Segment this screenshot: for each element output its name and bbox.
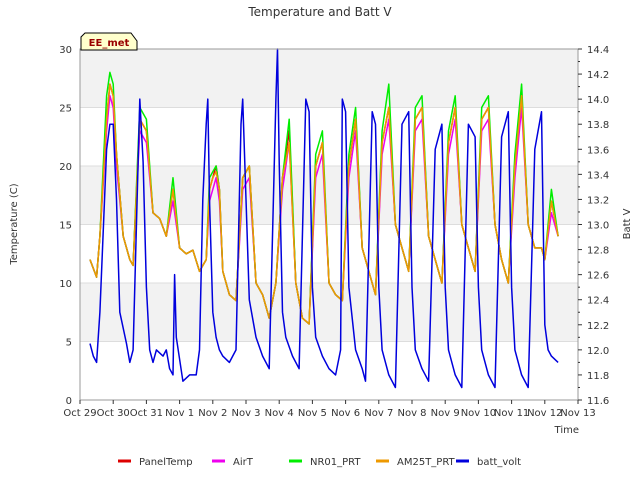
y2-tick-label: 13.0 [587, 221, 609, 232]
x-tick-label: Nov 6 [331, 408, 360, 419]
legend: PanelTemp AirT NR01_PRT AM25T_PRT batt_volt [118, 457, 521, 468]
y2-tick-label: 12.4 [587, 296, 609, 307]
x-tick-label: Nov 1 [165, 408, 194, 419]
x-tick-label: Nov 4 [265, 408, 294, 419]
y-tick-label: 10 [59, 279, 72, 290]
x-axis-label: Time [554, 425, 579, 436]
y2-tick-label: 12.8 [587, 246, 609, 257]
y-tick-label: 20 [59, 162, 72, 173]
legend-label: PanelTemp [139, 457, 193, 468]
x-tick-label: Oct 30 [97, 408, 130, 419]
y2-tick-label: 12.0 [587, 346, 609, 357]
y-tick-label: 0 [66, 396, 72, 407]
station-badge: EE_met [80, 32, 138, 51]
x-tick-label: Nov 3 [231, 408, 260, 419]
grid-band [80, 49, 578, 108]
badge-box [80, 32, 138, 51]
background-bands [80, 49, 578, 342]
x-tick-label: Nov 7 [364, 408, 393, 419]
y-axis-label: Temperature (C) [9, 183, 20, 265]
y2-tick-label: 12.2 [587, 321, 609, 332]
chart-title: Temperature and Batt V [247, 5, 392, 19]
right-axis-ticks: 11.6 11.8 12.0 12.2 12.4 12.6 12.8 13.0 13.2 13.4… [578, 45, 609, 407]
legend-label: NR01_PRT [310, 457, 361, 468]
grid-band [80, 283, 578, 342]
x-tick-label: Nov 2 [198, 408, 227, 419]
y2-tick-label: 13.4 [587, 170, 609, 181]
x-tick-label: Oct 31 [130, 408, 163, 419]
x-tick-label: Nov 13 [560, 408, 595, 419]
x-tick-label: Nov 12 [527, 408, 562, 419]
left-axis-ticks: 0 5 10 15 20 25 30 [59, 45, 72, 407]
x-axis-ticks: Oct 29 Oct 30 Oct 31 Nov 1 Nov 2 Nov 3 Nov 4 No… [63, 400, 596, 419]
x-tick-label: Nov 5 [298, 408, 327, 419]
badge-label: EE_met [89, 38, 130, 49]
legend-label: AirT [233, 457, 254, 468]
y2-tick-label: 14.0 [587, 95, 609, 106]
y2-tick-label: 13.2 [587, 195, 609, 206]
y-tick-label: 15 [59, 221, 72, 232]
legend-label: batt_volt [477, 457, 521, 468]
y2-tick-label: 13.8 [587, 120, 609, 131]
x-tick-label: Nov 8 [397, 408, 426, 419]
y2-axis-label: Batt V [622, 208, 633, 239]
series-lines [89, 48, 559, 389]
y2-tick-label: 14.4 [587, 45, 609, 56]
x-tick-label: Nov 10 [461, 408, 496, 419]
y2-tick-label: 12.6 [587, 271, 609, 282]
y2-tick-label: 13.6 [587, 145, 609, 156]
legend-label: AM25T_PRT [397, 457, 456, 468]
x-tick-label: Oct 29 [63, 408, 96, 419]
x-tick-label: Nov 11 [494, 408, 529, 419]
x-tick-label: Nov 9 [431, 408, 460, 419]
y-tick-label: 25 [59, 104, 72, 115]
grid-band [80, 166, 578, 225]
y2-tick-label: 11.6 [587, 396, 609, 407]
y-tick-label: 5 [66, 338, 72, 349]
series-line-batt_volt [89, 48, 559, 389]
y2-tick-label: 14.2 [587, 70, 609, 81]
y2-tick-label: 11.8 [587, 371, 609, 382]
y-tick-label: 30 [59, 45, 72, 56]
